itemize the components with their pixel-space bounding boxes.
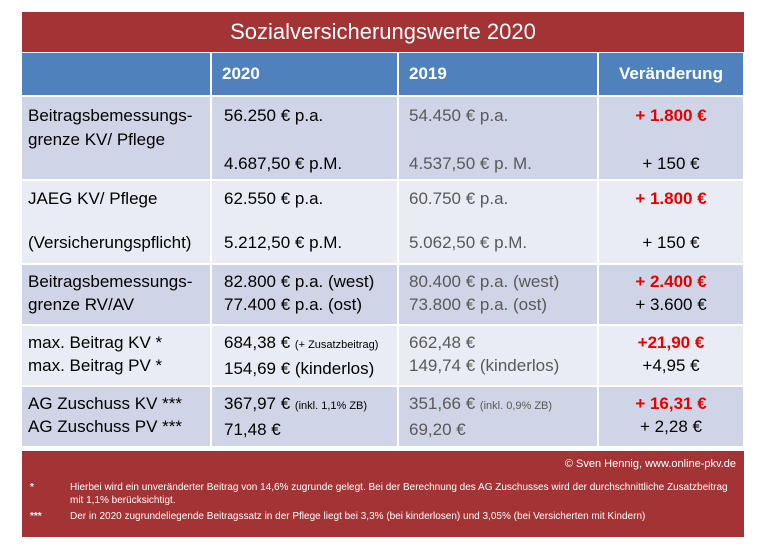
- footer: © Sven Hennig, www.online-pkv.de * Hierb…: [22, 451, 744, 537]
- value-2020: 56.250 € p.a. 4.687,50 € p.M.: [211, 96, 399, 181]
- row-label: max. Beitrag KV * max. Beitrag PV *: [22, 325, 212, 387]
- change-value: +21,90 € +4,95 €: [598, 325, 745, 387]
- table-row: AG Zuschuss KV *** AG Zuschuss PV *** 36…: [22, 386, 745, 448]
- table-row: JAEG KV/ Pflege (Versicherungspflicht) 6…: [22, 180, 745, 265]
- change-value: + 1.800 € + 150 €: [598, 96, 745, 181]
- footnote-text: Hierbei wird ein unveränderter Beitrag v…: [70, 482, 728, 506]
- row-label: JAEG KV/ Pflege (Versicherungspflicht): [22, 180, 212, 265]
- table-row: Beitragsbemessungs- grenze KV/ Pflege 56…: [22, 96, 745, 181]
- contribution-note: (+ Zusatzbeitrag): [294, 339, 379, 351]
- table-row: Beitragsbemessungs- grenze RV/AV 82.800 …: [22, 264, 745, 326]
- header-2019: 2019: [398, 53, 599, 97]
- row-label: AG Zuschuss KV *** AG Zuschuss PV ***: [22, 386, 212, 448]
- value-2020: 367,97 € (inkl. 1,1% ZB) 71,48 €: [211, 386, 399, 448]
- header-2020: 2020: [211, 53, 399, 97]
- footnote: *** Der in 2020 zugrundeliegende Beitrag…: [30, 510, 736, 523]
- footnote-mark: *: [30, 482, 34, 493]
- value-2020: 82.800 € p.a. (west) 77.400 € p.a. (ost): [211, 264, 399, 326]
- value-2019: 54.450 € p.a. 4.537,50 € p. M.: [398, 96, 599, 181]
- slide: Sozialversicherungswerte 2020 2020 2019 …: [22, 12, 745, 537]
- value-2019: 60.750 € p.a. 5.062,50 € p.M.: [398, 180, 599, 265]
- copyright: © Sven Hennig, www.online-pkv.de: [564, 458, 736, 470]
- value-2019: 662,48 € 149,74 € (kinderlos): [398, 325, 599, 387]
- value-2019: 351,66 € (inkl. 0,9% ZB) 69,20 €: [398, 386, 599, 448]
- footnote-text: Der in 2020 zugrundeliegende Beitragssat…: [70, 511, 646, 522]
- zb-note: (inkl. 0,9% ZB): [479, 400, 553, 412]
- change-value: + 1.800 € + 150 €: [598, 180, 745, 265]
- title-bar: Sozialversicherungswerte 2020: [22, 12, 744, 52]
- change-value: + 2.400 € + 3.600 €: [598, 264, 745, 326]
- page-title: Sozialversicherungswerte 2020: [230, 19, 536, 44]
- header-label-column: [22, 53, 212, 97]
- value-2020: 684,38 € (+ Zusatzbeitrag) 154,69 € (kin…: [211, 325, 399, 387]
- change-value: + 16,31 € + 2,28 €: [598, 386, 745, 448]
- row-label: Beitragsbemessungs- grenze RV/AV: [22, 264, 212, 326]
- footnote: * Hierbei wird ein unveränderter Beitrag…: [30, 481, 736, 507]
- row-label: Beitragsbemessungs- grenze KV/ Pflege: [22, 96, 212, 181]
- values-table: 2020 2019 Veränderung Beitragsbemessungs…: [22, 53, 745, 448]
- zb-note: (inkl. 1,1% ZB): [294, 400, 368, 412]
- value-2019: 80.400 € p.a. (west) 73.800 € p.a. (ost): [398, 264, 599, 326]
- footnote-mark: ***: [30, 511, 42, 522]
- value-2020: 62.550 € p.a. 5.212,50 € p.M.: [211, 180, 399, 265]
- table-row: max. Beitrag KV * max. Beitrag PV * 684,…: [22, 325, 745, 387]
- table-header-row: 2020 2019 Veränderung: [22, 53, 745, 97]
- header-change: Veränderung: [598, 53, 745, 97]
